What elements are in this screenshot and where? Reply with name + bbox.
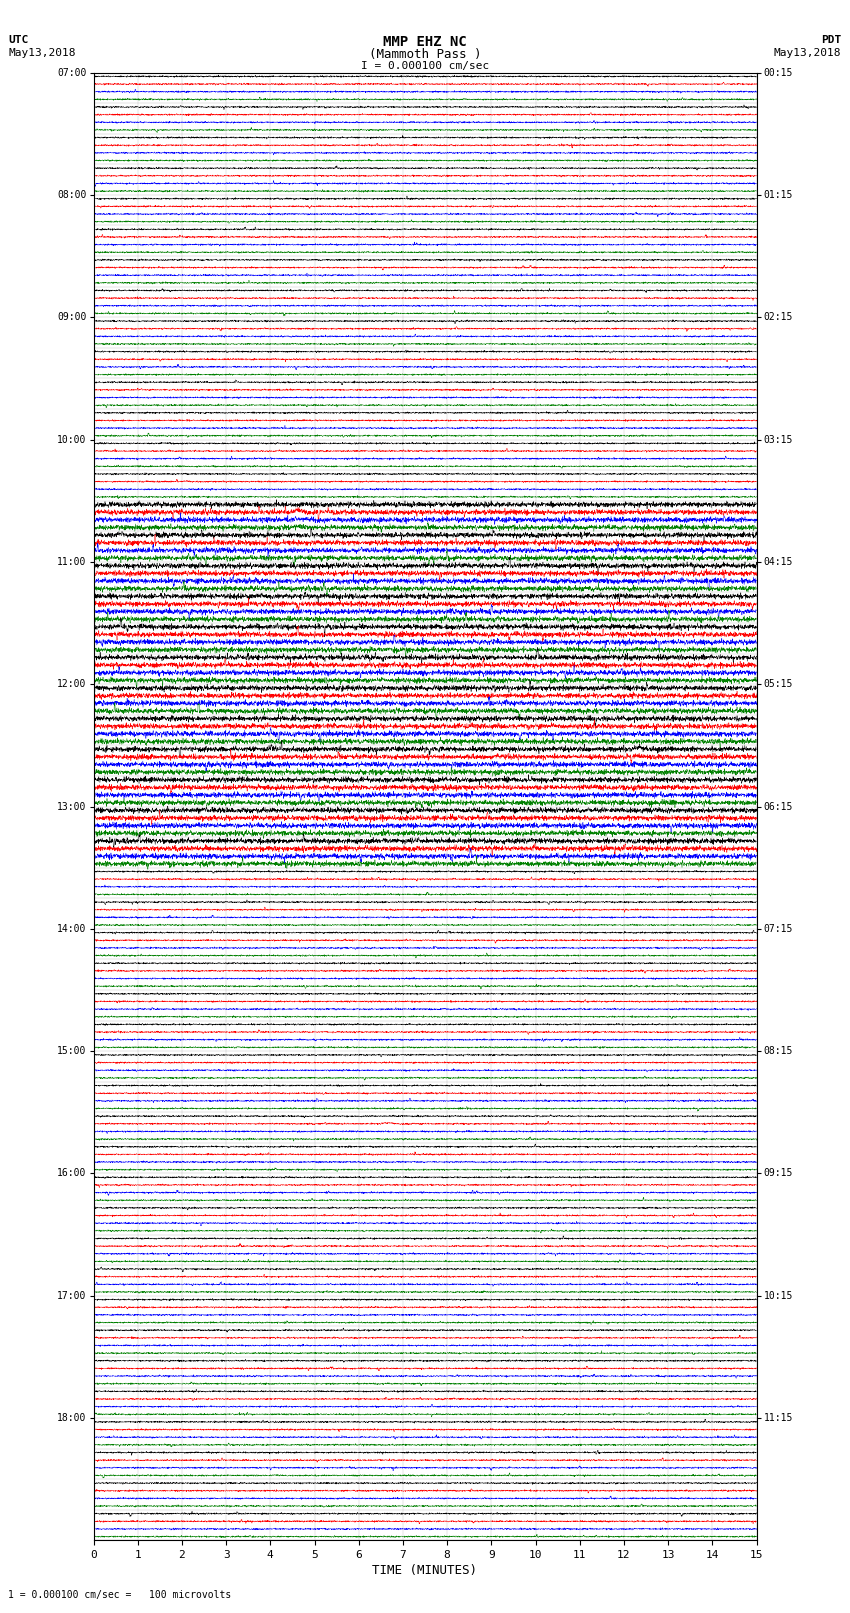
Text: May13,2018: May13,2018: [8, 48, 76, 58]
Text: MMP EHZ NC: MMP EHZ NC: [383, 35, 467, 50]
Text: PDT: PDT: [821, 35, 842, 45]
Text: UTC: UTC: [8, 35, 29, 45]
X-axis label: TIME (MINUTES): TIME (MINUTES): [372, 1565, 478, 1578]
Text: May13,2018: May13,2018: [774, 48, 842, 58]
Text: I = 0.000100 cm/sec: I = 0.000100 cm/sec: [361, 61, 489, 71]
Text: 1 = 0.000100 cm/sec =   100 microvolts: 1 = 0.000100 cm/sec = 100 microvolts: [8, 1590, 232, 1600]
Text: (Mammoth Pass ): (Mammoth Pass ): [369, 48, 481, 61]
